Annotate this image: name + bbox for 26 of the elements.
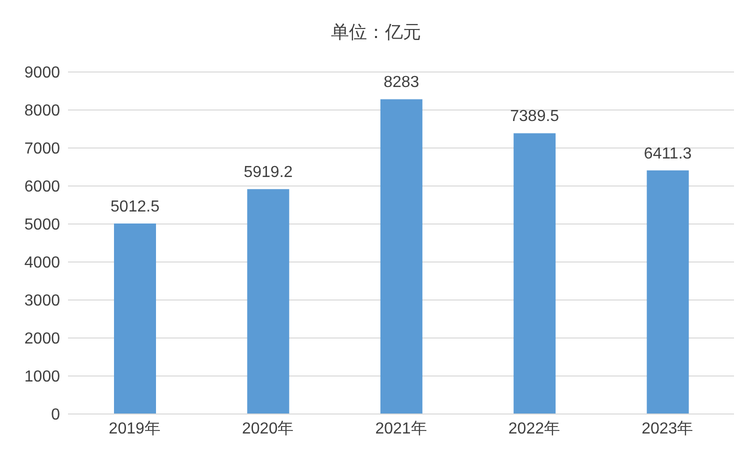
y-tick-label: 7000 — [24, 140, 60, 158]
bar — [514, 133, 556, 414]
data-label: 5919.2 — [244, 164, 293, 182]
data-label: 5012.5 — [110, 198, 160, 216]
data-label: 8283 — [384, 74, 420, 92]
chart-title: 单位：亿元 — [330, 21, 422, 44]
bar — [380, 99, 422, 414]
x-tick-label: 2023年 — [642, 420, 694, 438]
y-tick-label: 5000 — [24, 216, 60, 234]
bar — [114, 224, 156, 414]
y-tick-label: 8000 — [24, 102, 60, 120]
bar — [247, 189, 290, 414]
x-tick-label: 2019年 — [108, 420, 160, 438]
data-label: 7389.5 — [510, 108, 560, 126]
bar — [646, 170, 689, 414]
x-tick-label: 2021年 — [375, 420, 427, 438]
y-tick-label: 0 — [51, 406, 60, 424]
x-tick-label: 2022年 — [508, 420, 560, 438]
x-tick-label: 2020年 — [242, 420, 294, 438]
y-tick-label: 2000 — [24, 330, 60, 348]
y-tick-label: 6000 — [24, 178, 60, 196]
y-tick-label: 1000 — [24, 368, 60, 386]
y-tick-label: 9000 — [24, 64, 60, 82]
y-tick-label: 3000 — [24, 292, 60, 310]
data-label: 6411.3 — [644, 145, 692, 162]
y-tick-label: 4000 — [24, 254, 60, 272]
